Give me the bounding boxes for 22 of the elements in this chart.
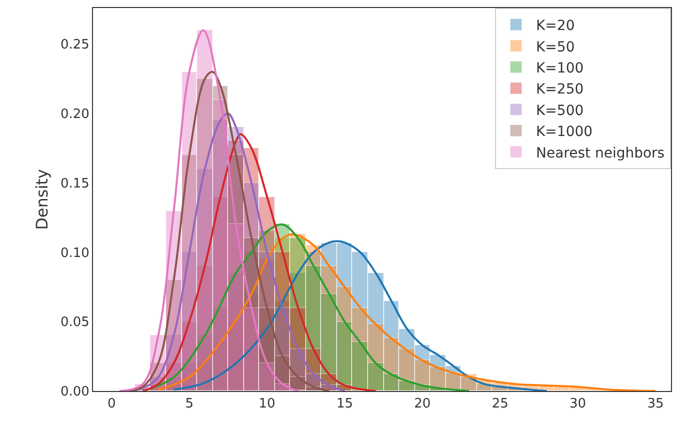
- legend-label: K=250: [536, 82, 584, 98]
- y-tick-label: 0.05: [60, 315, 90, 330]
- x-tick-label: 30: [569, 396, 586, 412]
- x-tick-label: 10: [258, 396, 276, 412]
- legend-label: K=500: [536, 102, 584, 119]
- legend-label: K=20: [536, 18, 575, 34]
- legend-label: Nearest neighbors: [536, 145, 665, 162]
- legend-label: K=1000: [536, 124, 593, 140]
- y-tick-label: 0.00: [60, 384, 90, 400]
- x-tick-label: 5: [185, 396, 194, 412]
- y-tick-label: 0.10: [60, 246, 90, 261]
- y-tick-label: 0.25: [60, 38, 90, 53]
- x-tick-label: 0: [108, 396, 116, 412]
- y-tick-label: 0.15: [60, 176, 90, 192]
- legend-label: K=50: [536, 39, 575, 56]
- y-tick-label: 0.20: [60, 107, 90, 122]
- y-axis-title: Density: [32, 169, 52, 230]
- legend-label: K=100: [536, 60, 584, 76]
- x-tick-label: 35: [647, 396, 664, 412]
- x-tick-label: 15: [336, 396, 353, 412]
- x-tick-label: 25: [492, 396, 508, 412]
- x-tick-label: 20: [414, 396, 431, 412]
